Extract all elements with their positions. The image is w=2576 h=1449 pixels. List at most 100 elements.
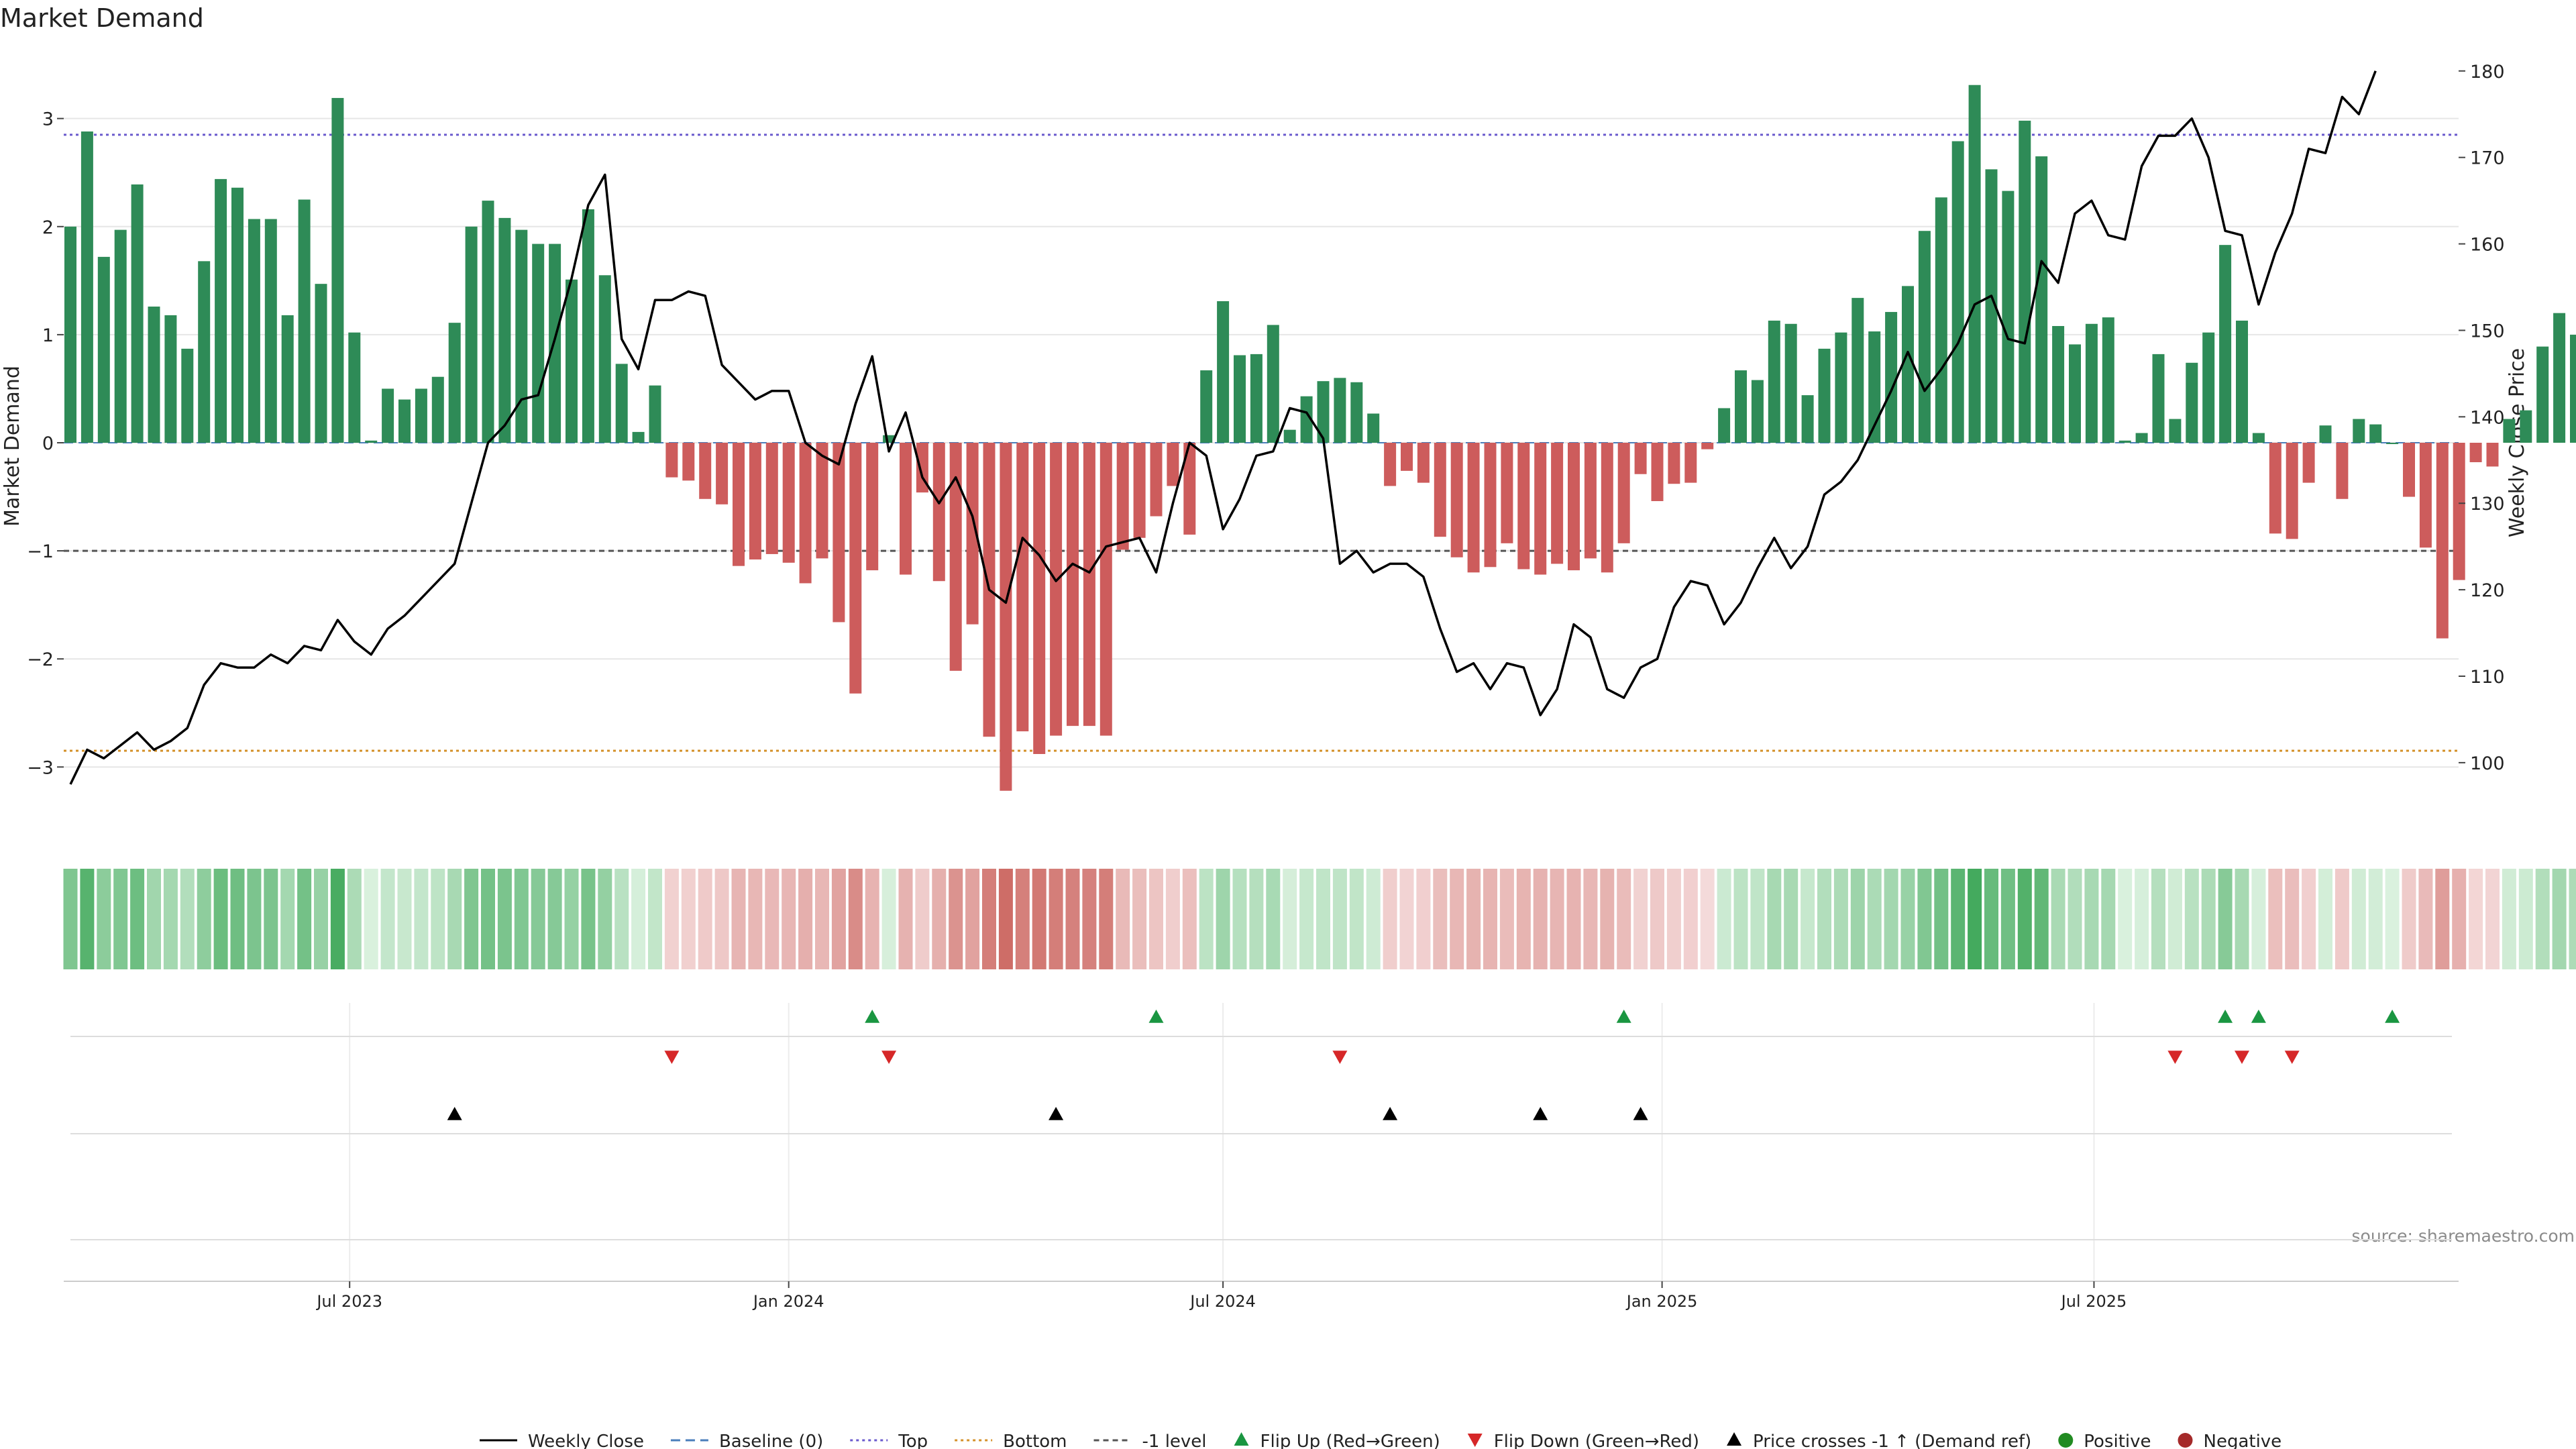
heat-strip-cell bbox=[514, 869, 529, 969]
demand-bar bbox=[164, 315, 177, 443]
flip-up-marker bbox=[2385, 1010, 2400, 1023]
right-axis-tick-label: 110 bbox=[2470, 667, 2505, 688]
demand-bar bbox=[97, 256, 110, 443]
demand-bar bbox=[181, 348, 194, 443]
heat-strip-cell bbox=[915, 869, 930, 969]
left-axis-tick-label: −2 bbox=[27, 649, 54, 670]
demand-bar bbox=[2002, 191, 2015, 443]
legend-label-bottom: Bottom bbox=[1003, 1432, 1067, 1449]
right-axis-tick-label: 100 bbox=[2470, 753, 2505, 774]
demand-bar bbox=[1099, 443, 1112, 736]
demand-bar bbox=[2369, 424, 2382, 443]
demand-bar bbox=[615, 364, 628, 443]
demand-bar bbox=[833, 443, 845, 623]
demand-bar bbox=[1267, 325, 1279, 443]
heat-strip-cell bbox=[2285, 869, 2300, 969]
heat-strip-cell bbox=[982, 869, 996, 969]
demand-bar bbox=[365, 440, 378, 443]
heat-strip-cell bbox=[2135, 869, 2149, 969]
demand-bar bbox=[2570, 334, 2576, 443]
demand-bar bbox=[131, 184, 144, 443]
heat-strip-cell bbox=[147, 869, 161, 969]
heat-strip-cell bbox=[1232, 869, 1247, 969]
heat-strip-cell bbox=[1299, 869, 1314, 969]
demand-bar bbox=[782, 443, 795, 563]
demand-bar bbox=[215, 178, 227, 443]
demand-bar bbox=[2436, 443, 2449, 639]
heat-strip-cell bbox=[1917, 869, 1932, 969]
demand-bar bbox=[2336, 443, 2349, 499]
heat-strip-cell bbox=[1801, 869, 1815, 969]
demand-bar bbox=[1985, 169, 1998, 443]
heat-strip-cell bbox=[2351, 869, 2366, 969]
flip-down-marker bbox=[881, 1051, 897, 1064]
demand-bar bbox=[1484, 443, 1497, 568]
demand-bar bbox=[1116, 443, 1129, 550]
demand-bar bbox=[1835, 332, 1847, 443]
heat-strip-cell bbox=[2000, 869, 2015, 969]
demand-bar bbox=[2052, 326, 2065, 443]
heat-strip-cell bbox=[1216, 869, 1230, 969]
demand-bar bbox=[1868, 331, 1881, 443]
heat-strip-cell bbox=[848, 869, 863, 969]
heat-strip-cell bbox=[564, 869, 579, 969]
right-axis-tick-label: 180 bbox=[2470, 62, 2505, 83]
heat-strip-cell bbox=[1283, 869, 1297, 969]
right-axis-tick-label: 150 bbox=[2470, 321, 2505, 341]
heat-strip-cell bbox=[2084, 869, 2099, 969]
heat-strip-cell bbox=[1082, 869, 1097, 969]
left-axis-tick-label: 0 bbox=[42, 433, 54, 454]
heat-strip-cell bbox=[2201, 869, 2216, 969]
heat-strip-cell bbox=[1032, 869, 1046, 969]
demand-bar bbox=[1968, 85, 1981, 443]
demand-bar bbox=[2085, 323, 2098, 443]
flip-down-marker bbox=[2284, 1051, 2300, 1064]
price-cross-marker bbox=[1383, 1107, 1398, 1120]
demand-bar bbox=[1300, 396, 1313, 443]
demand-bar bbox=[1634, 443, 1647, 474]
heat-strip-cell bbox=[397, 869, 412, 969]
heat-strip-cell bbox=[447, 869, 462, 969]
demand-bar bbox=[2219, 245, 2232, 443]
heat-strip-cell bbox=[2251, 869, 2266, 969]
demand-bar bbox=[1951, 141, 1964, 443]
demand-bar bbox=[281, 315, 294, 443]
demand-bar bbox=[1183, 443, 1196, 535]
legend-swatch-price-cross bbox=[1727, 1432, 1742, 1446]
heat-strip-cell bbox=[2017, 869, 2032, 969]
heat-strip-cell bbox=[2235, 869, 2249, 969]
heat-strip-cell bbox=[1583, 869, 1598, 969]
heat-strip-cell bbox=[2418, 869, 2433, 969]
legend-label-top: Top bbox=[898, 1432, 928, 1449]
heat-strip-cell bbox=[1383, 869, 1397, 969]
demand-bar bbox=[598, 275, 611, 443]
heat-strip-cell bbox=[1483, 869, 1497, 969]
demand-bar bbox=[298, 199, 311, 443]
legend-label-minus-one-level: -1 level bbox=[1142, 1432, 1207, 1449]
demand-bar bbox=[1434, 443, 1446, 537]
demand-bar bbox=[2152, 354, 2165, 443]
heat-strip-cell bbox=[497, 869, 512, 969]
source-label: source: sharemaestro.com bbox=[2352, 1226, 2575, 1246]
heat-strip-cell bbox=[1332, 869, 1347, 969]
heat-strip-cell bbox=[2485, 869, 2500, 969]
heat-strip-cell bbox=[2518, 869, 2533, 969]
heat-strip-cell bbox=[748, 869, 763, 969]
demand-bar bbox=[315, 284, 327, 443]
demand-bar bbox=[632, 431, 645, 443]
heat-strip-cell bbox=[197, 869, 211, 969]
demand-bar bbox=[649, 385, 661, 443]
demand-bar bbox=[2252, 433, 2265, 443]
demand-bar bbox=[2319, 425, 2332, 443]
demand-bar bbox=[1250, 354, 1263, 443]
right-axis-tick-label: 140 bbox=[2470, 407, 2505, 428]
heat-strip-cell bbox=[1968, 869, 1982, 969]
heat-strip-cell bbox=[831, 869, 846, 969]
demand-bar bbox=[1568, 443, 1580, 571]
right-axis-tick-label: 170 bbox=[2470, 148, 2505, 169]
demand-bar bbox=[2536, 346, 2549, 443]
heat-strip-cell bbox=[130, 869, 145, 969]
demand-bar bbox=[816, 443, 828, 559]
heat-strip-cell bbox=[1600, 869, 1615, 969]
demand-bar bbox=[331, 98, 344, 443]
